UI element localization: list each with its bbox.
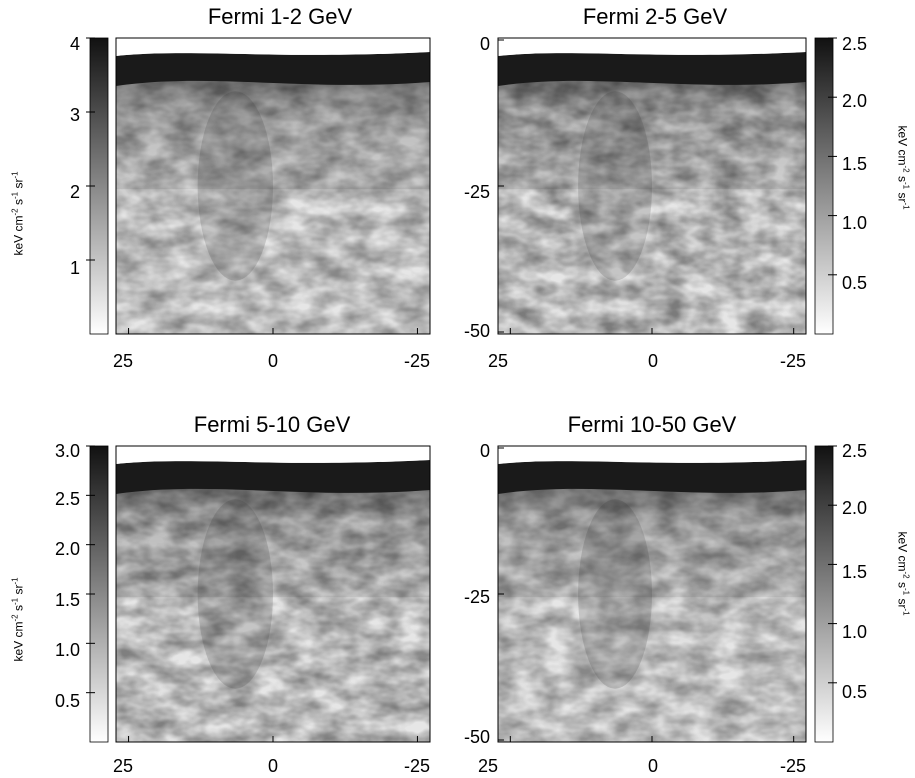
x-tick: -25: [779, 756, 806, 776]
y-tick: -25: [463, 182, 490, 202]
panel-title-1: Fermi 1-2 GeV: [207, 4, 353, 29]
heatmap-top-band: [498, 52, 806, 86]
heatmap-image: [498, 38, 806, 334]
y-tick: 0: [479, 34, 490, 54]
colorbar-tick: 2.0: [842, 498, 868, 518]
y-tick: -25: [463, 587, 490, 607]
colorbar: [814, 445, 834, 743]
heatmap-central-feature: [197, 91, 273, 281]
x-tick: 0: [267, 756, 278, 776]
x-tick: 25: [487, 351, 509, 371]
x-tick: 0: [647, 351, 658, 371]
panel-title-3: Fermi 5-10 GeV: [193, 412, 351, 437]
x-tick: -25: [779, 351, 806, 371]
x-tick: 25: [477, 756, 499, 776]
heatmap-central-feature: [197, 499, 273, 689]
y-tick: -50: [463, 727, 490, 747]
colorbar-tick: 0.5: [54, 691, 80, 711]
panel-title-2: Fermi 2-5 GeV: [582, 4, 728, 29]
colorbar-tick: 1.5: [842, 562, 868, 582]
colorbar-tick: 3: [69, 105, 80, 125]
x-tick: 0: [267, 351, 278, 371]
panel-title-4: Fermi 10-50 GeV: [567, 412, 737, 437]
colorbar-tick: 2.5: [842, 441, 868, 461]
heatmap-top-band: [116, 460, 430, 494]
colorbar-tick: 1.0: [842, 622, 868, 642]
heatmap-image: [498, 446, 806, 742]
colorbar: [814, 37, 834, 335]
colorbar-tick: 2.5: [54, 489, 80, 509]
x-tick: -25: [403, 756, 430, 776]
x-tick: 25: [112, 351, 134, 371]
colorbar-tick: 1.0: [54, 640, 80, 660]
heatmap-top-edge: [116, 38, 430, 56]
heatmap-top-band: [116, 52, 430, 86]
colorbar-tick: 1.5: [842, 154, 868, 174]
heatmap-top-band: [498, 460, 806, 494]
y-tick: -50: [463, 321, 490, 341]
heatmap-image: [116, 38, 430, 334]
y-tick: 0: [479, 441, 490, 461]
colorbar-tick: 2.0: [842, 91, 868, 111]
colorbar-tick: 2: [69, 182, 80, 202]
heatmap-central-feature: [578, 499, 652, 689]
x-tick: -25: [403, 351, 430, 371]
colorbar-tick: 2.0: [54, 539, 80, 559]
heatmap-top-edge: [498, 38, 806, 56]
colorbar-tick: 4: [69, 34, 80, 54]
heatmap-top-edge: [498, 446, 806, 464]
colorbar-tick: 1.5: [54, 590, 80, 610]
colorbar-tick: 3.0: [54, 441, 80, 461]
colorbar-tick: 1.0: [842, 213, 868, 233]
heatmap-image: [116, 446, 430, 742]
colorbar-tick: 1: [69, 258, 80, 278]
heatmap-top-edge: [116, 446, 430, 464]
colorbar-tick: 0.5: [842, 273, 868, 293]
x-tick: 0: [647, 756, 658, 776]
colorbar-tick: 0.5: [842, 682, 868, 702]
colorbar-tick: 2.5: [842, 34, 868, 54]
heatmap-central-feature: [578, 91, 652, 281]
x-tick: 25: [112, 756, 134, 776]
